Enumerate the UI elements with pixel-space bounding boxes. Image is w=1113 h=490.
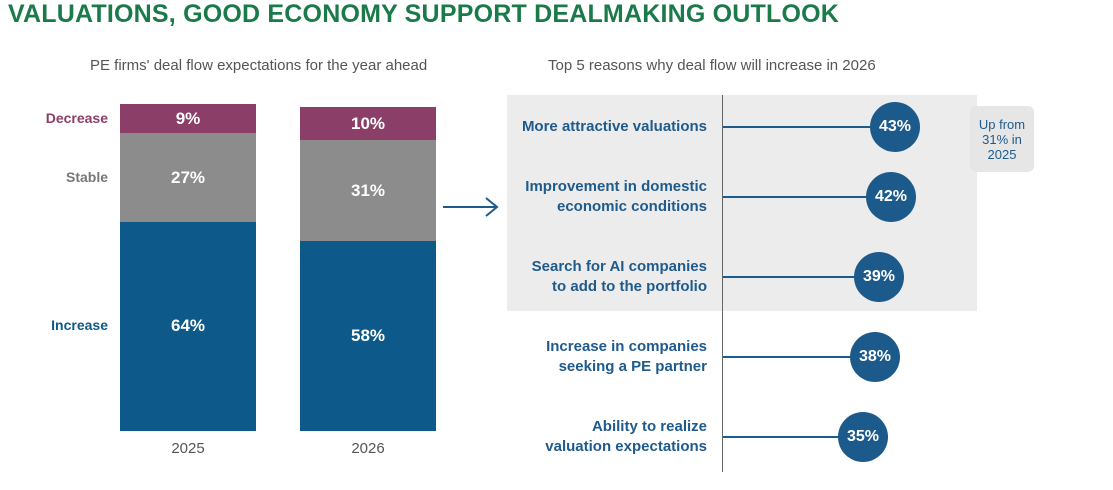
lollipop-stem (723, 126, 895, 128)
lollipop-stem (723, 436, 863, 438)
value-bubble: 38% (850, 332, 900, 382)
reason-label: Increase in companies seeking a PE partne… (546, 337, 707, 377)
value-bubble: 42% (866, 172, 916, 222)
annotation-line: Up from (978, 116, 1026, 132)
reason-label-line: More attractive valuations (521, 118, 707, 135)
bar-segment-stable-2025: 27% (120, 133, 256, 222)
x-tick-label: 2025 (171, 440, 205, 457)
reason-label-line: Increase in companies (546, 338, 707, 355)
reasons-chart-title: Top 5 reasons why deal flow will increas… (548, 57, 876, 74)
reason-label-line: Search for AI companies (531, 258, 707, 275)
lollipop-stem (723, 196, 891, 198)
legend-label-increase: Increase (51, 317, 108, 334)
page-title: VALUATIONS, GOOD ECONOMY SUPPORT DEALMAK… (8, 0, 840, 28)
bar-segment-stable-2026: 31% (300, 139, 436, 242)
bar-segment-increase-2026: 58% (300, 241, 436, 431)
reason-label-line: seeking a PE partner (558, 358, 707, 375)
reason-label-line: valuation expectations (545, 438, 707, 455)
bar-segment-decrease-2026: 10% (300, 107, 436, 140)
annotation-line: 2025 (987, 146, 1017, 162)
lollipop-axis (722, 95, 723, 472)
value-bubble: 39% (854, 252, 904, 302)
bar-segment-increase-2025: 64% (120, 221, 256, 431)
annotation-callout: Up from 31% in 2025 (970, 106, 1034, 172)
stacked-chart-title: PE firms' deal flow expectations for the… (90, 57, 428, 74)
reason-label: Search for AI companies to add to the por… (532, 257, 707, 297)
annotation-line: 31% in (982, 131, 1022, 147)
reason-label: More attractive valuations (522, 117, 707, 137)
reason-label: Improvement in domestic economic conditio… (525, 177, 707, 217)
reason-label-line: Ability to realize (591, 418, 707, 435)
reason-label: Ability to realize valuation expectations (545, 417, 707, 457)
bar-segment-decrease-2025: 9% (120, 104, 256, 134)
legend-label-decrease: Decrease (45, 109, 108, 126)
lollipop-stem (723, 276, 879, 278)
x-tick-label: 2026 (351, 440, 385, 457)
reason-label-line: Improvement in domestic (525, 178, 707, 195)
legend-label-stable: Stable (65, 168, 108, 185)
reason-label-line: economic conditions (556, 198, 707, 215)
arrow-right-icon (443, 197, 499, 217)
lollipop-stem (723, 356, 875, 358)
value-bubble: 43% (870, 102, 920, 152)
reason-label-line: to add to the portfolio (552, 278, 707, 295)
value-bubble: 35% (838, 412, 888, 462)
